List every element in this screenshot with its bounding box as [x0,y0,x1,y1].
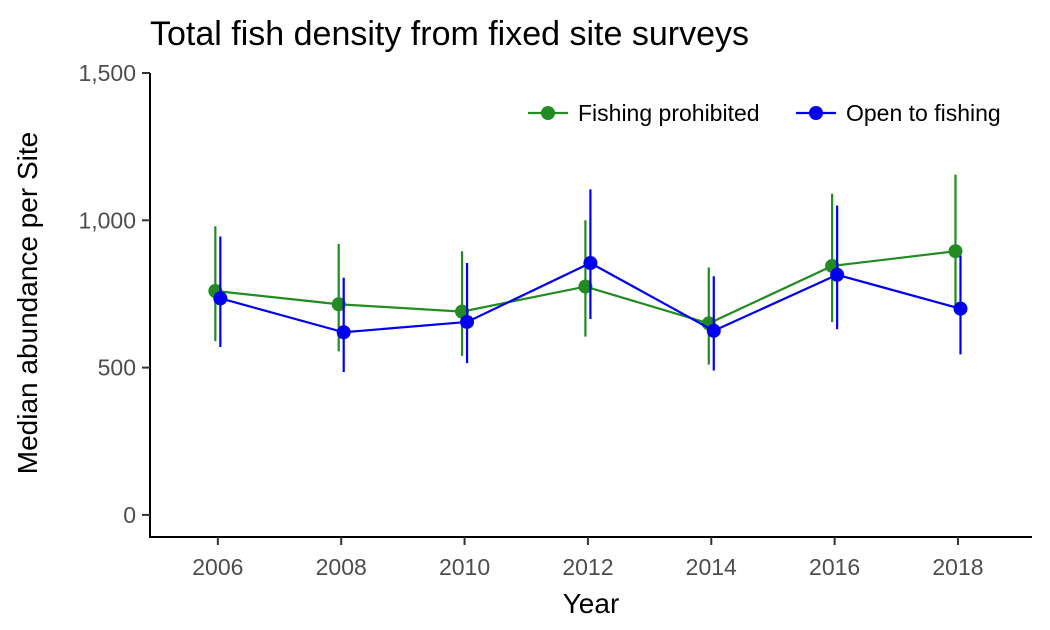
legend-marker [541,106,555,120]
data-point [953,301,968,316]
data-point [583,256,598,271]
legend-marker [809,106,823,120]
legend-label: Fishing prohibited [578,100,760,126]
legend-item: Fishing prohibited [528,100,760,126]
data-point [460,314,475,329]
y-tick-label: 0 [123,502,136,528]
x-axis-title: Year [563,588,620,619]
legend-label: Open to fishing [846,100,1001,126]
data-point [336,325,351,340]
chart-title: Total fish density from fixed site surve… [150,15,749,53]
x-tick-label: 2008 [316,554,367,580]
legend: Fishing prohibited Open to fishing [528,100,1001,126]
series-open-to-fishing [213,189,968,373]
legend-item: Open to fishing [796,100,1001,126]
y-axis-title: Median abundance per Site [12,132,43,474]
data-point [331,297,346,312]
x-tick-label: 2010 [439,554,490,580]
data-point [578,279,593,294]
data-point [830,267,845,282]
x-tick-label: 2006 [192,554,243,580]
x-ticks: 2006 2008 2010 2012 2014 2016 2018 [192,537,984,580]
y-tick-label: 1,000 [78,207,136,233]
x-tick-label: 2014 [686,554,737,580]
data-point [706,323,721,338]
x-tick-label: 2012 [562,554,613,580]
y-tick-label: 500 [98,355,136,381]
y-ticks: 0 500 1,000 1,500 [78,60,150,528]
series-fishing-prohibited [208,174,963,365]
x-tick-label: 2016 [809,554,860,580]
data-point [213,291,228,306]
plot-area [208,174,968,373]
data-point [948,244,963,259]
y-tick-label: 1,500 [78,60,136,86]
x-tick-label: 2018 [932,554,983,580]
